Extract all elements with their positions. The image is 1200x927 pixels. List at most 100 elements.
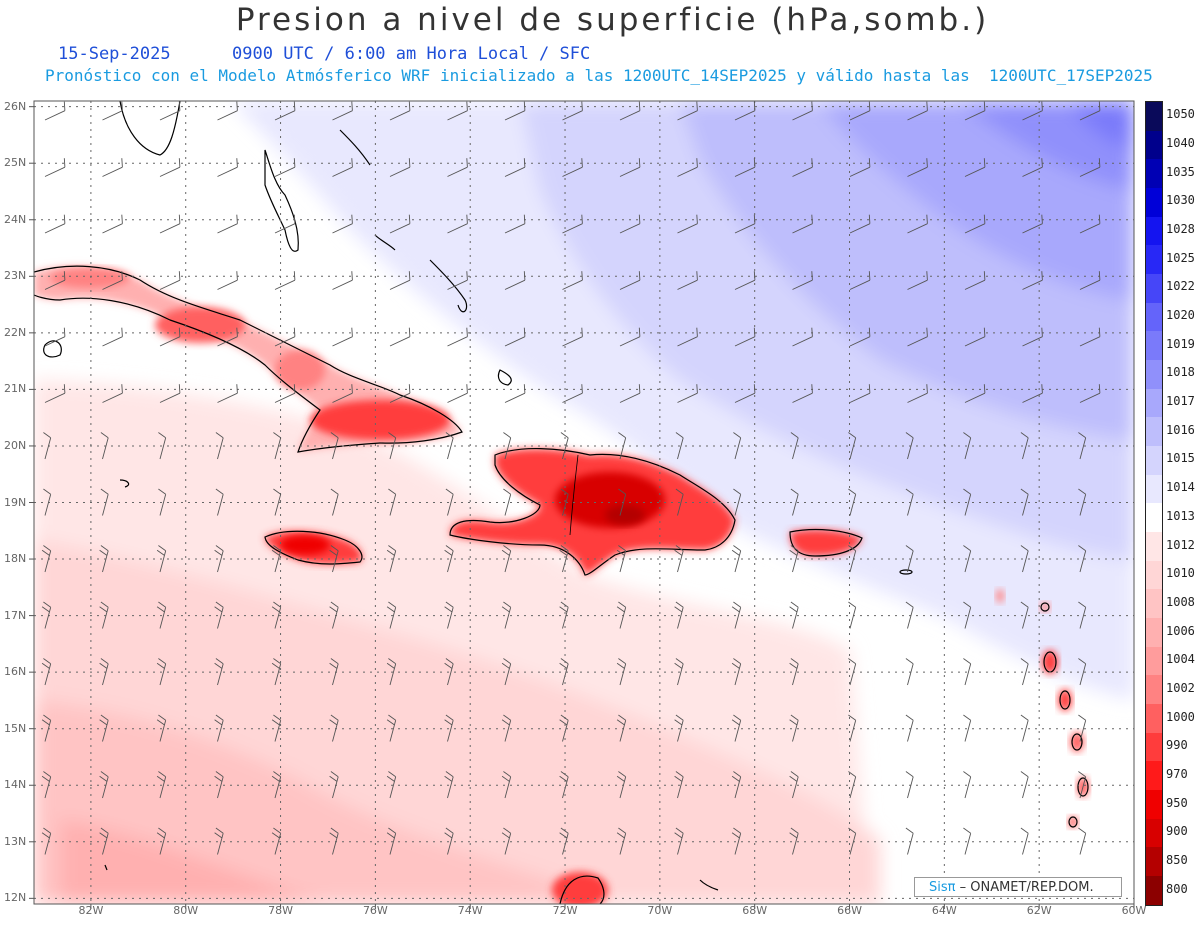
colorbar-label: 1015 [1166, 451, 1195, 466]
wind-barb [271, 545, 282, 573]
colorbar-label: 900 [1166, 824, 1188, 839]
wind-barb [963, 658, 972, 686]
wind-barb [332, 271, 353, 290]
colorbar-label: 1028 [1166, 222, 1195, 237]
wind-barb [559, 545, 569, 573]
wind-barb [792, 327, 813, 347]
wind-barb [619, 214, 641, 234]
lat-label: 21N [4, 382, 27, 396]
wind-barb [1020, 771, 1029, 799]
wind-barb [386, 714, 397, 742]
wind-barb [447, 101, 468, 121]
wind-barb [849, 384, 871, 403]
wind-barb [905, 827, 914, 855]
wind-barb [1022, 214, 1043, 234]
colorbar-label: 1018 [1166, 365, 1195, 380]
wind-barb [1079, 271, 1101, 290]
lon-label: 68W [742, 904, 768, 917]
wind-barb [848, 488, 857, 516]
colorbar-segment [1146, 761, 1162, 791]
wind-barb [271, 771, 282, 799]
wind-barb [102, 271, 123, 290]
lat-lon-grid [34, 101, 1135, 904]
wind-barb [562, 384, 583, 403]
wind-barb [386, 545, 397, 573]
wind-barb [734, 158, 756, 177]
wind-barb [330, 432, 339, 460]
wind-barb [1020, 432, 1029, 460]
wind-barb [674, 545, 684, 573]
wind-barb [1020, 545, 1029, 573]
lon-label: 70W [647, 904, 673, 917]
wind-barb [616, 658, 627, 686]
wind-barb [616, 771, 627, 799]
colorbar-segment [1146, 589, 1162, 619]
wind-barb [849, 101, 871, 121]
colorbar-label: 1050 [1166, 107, 1195, 122]
wind-barb [964, 214, 986, 234]
wind-barb [616, 714, 627, 742]
colorbar-label: 1013 [1166, 508, 1195, 523]
wind-barb [907, 214, 928, 234]
wind-barb [1022, 271, 1043, 290]
wind-barb [158, 488, 167, 516]
low-pressure-shading [34, 380, 880, 904]
wind-barb [963, 714, 972, 742]
wind-barb [504, 214, 526, 234]
colorbar-segment [1146, 474, 1162, 504]
wind-barb [562, 327, 583, 347]
wind-barb [849, 214, 871, 234]
colorbar-label: 950 [1166, 795, 1188, 810]
colorbar-segment [1146, 503, 1162, 533]
wind-barb [677, 101, 698, 121]
colorbar-label: 1010 [1166, 566, 1195, 581]
wind-barb [619, 271, 641, 290]
lon-label: 74W [457, 904, 483, 917]
wind-barb [905, 488, 914, 516]
wind-barb [504, 271, 526, 290]
colorbar-segment [1146, 560, 1162, 590]
wind-barb [504, 158, 526, 177]
colorbar-label: 1016 [1166, 422, 1195, 437]
lat-label: 14N [4, 778, 27, 792]
wind-barb [41, 601, 52, 629]
colorbar-segment [1146, 274, 1162, 303]
wind-barb [41, 827, 52, 855]
wind-barb [848, 714, 857, 742]
wind-barb [217, 384, 238, 403]
wind-barb [731, 601, 742, 629]
wind-barb [963, 771, 972, 799]
colorbar-segment [1146, 388, 1162, 418]
wind-barb [559, 601, 569, 629]
wind-barb [43, 488, 52, 516]
lat-label: 15N [4, 721, 27, 735]
wind-barb [447, 214, 468, 234]
wind-barbs [41, 101, 1101, 855]
colorbar-label: 850 [1166, 852, 1188, 867]
colorbar-segment [1146, 646, 1162, 676]
colorbar-label: 1002 [1166, 680, 1195, 695]
colorbar-label: 1022 [1166, 279, 1195, 294]
colorbar-segment [1146, 159, 1162, 189]
wind-barb [963, 601, 972, 629]
wind-barb [41, 714, 52, 742]
wind-barb [789, 714, 799, 742]
wind-barb [905, 771, 914, 799]
wind-barb [1078, 658, 1087, 686]
forecast-date: 15-Sep-2025 [58, 44, 171, 64]
wind-barb [789, 658, 799, 686]
wind-barb [1022, 327, 1043, 347]
wind-barb [731, 658, 742, 686]
wind-barb [849, 327, 871, 347]
wind-barb [217, 101, 238, 121]
wind-barb [388, 488, 397, 516]
wind-barb [562, 271, 583, 290]
wind-barb [849, 158, 871, 177]
axis-ticks [29, 106, 1135, 909]
wind-barb [675, 488, 684, 516]
wind-barb [386, 658, 397, 686]
wind-barb [905, 658, 914, 686]
wind-barb [445, 488, 454, 516]
wind-barb [1078, 771, 1087, 799]
wind-barb [332, 327, 353, 347]
